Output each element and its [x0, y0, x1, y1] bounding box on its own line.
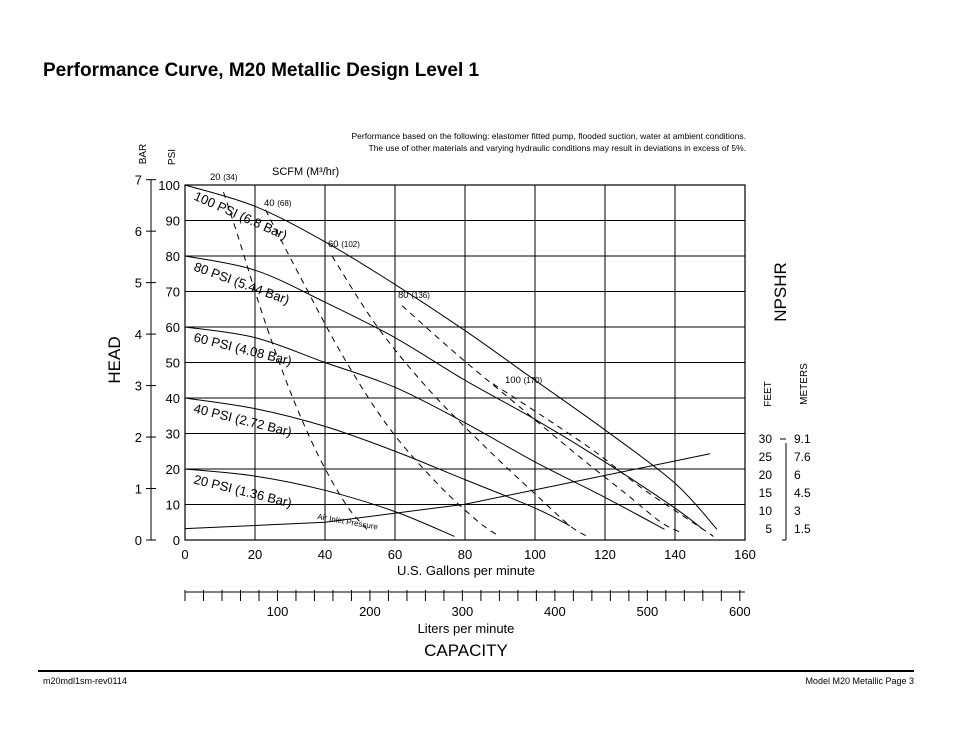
feet-label: FEET: [763, 381, 774, 407]
scfm-curve-label: 100 (170): [505, 375, 543, 386]
m3hr-value: (102): [341, 240, 360, 249]
npshr-curve: [184, 453, 711, 530]
chart-grid: [146, 179, 787, 601]
bar-tick-label: 4: [135, 327, 142, 342]
chart-note-line-2: The use of other materials and varying h…: [369, 143, 747, 153]
x-tick-label: 160: [734, 547, 756, 562]
x2-axis-label: Liters per minute: [418, 621, 515, 636]
scfm-curve-label: 20 (34): [210, 172, 238, 183]
npshr-feet-label: 15: [759, 486, 773, 500]
liters-tick-label: 300: [452, 604, 474, 619]
x-tick-label: 140: [664, 547, 686, 562]
x-tick-label: 80: [458, 547, 472, 562]
footer-doc-id: m20mdl1sm-rev0114: [43, 676, 127, 686]
npshr-feet-label: 30: [759, 432, 773, 446]
psi-tick-label: 10: [166, 498, 180, 513]
scfm-value: 100: [505, 375, 524, 386]
psi-tick-label: 50: [166, 356, 180, 371]
scfm-label: SCFM (M³/hr): [272, 166, 339, 178]
scfm-value: 40: [264, 198, 277, 209]
chart-labels: 0 20 40 60 80 100 120 140 1600102030405060708090…: [135, 172, 811, 619]
pressure-curve: [184, 255, 704, 530]
psi-tick-label: 80: [166, 249, 180, 264]
npshr-meters-label: 3: [794, 504, 801, 518]
scfm-curve: [401, 305, 683, 534]
liters-tick-label: 400: [544, 604, 566, 619]
scfm-curve-label: 80 (136): [398, 290, 430, 301]
m3hr-value: (170): [524, 376, 543, 385]
footer-page-label: Model M20 Metallic Page 3: [805, 676, 914, 686]
npshr-feet-label: 10: [759, 504, 773, 518]
psi-tick-label: 30: [166, 427, 180, 442]
pressure-curve: [184, 468, 455, 537]
scfm-value: 80: [398, 290, 411, 301]
pressure-curve: [184, 184, 718, 530]
bar-tick-label: 6: [135, 224, 142, 239]
m3hr-value: (34): [223, 173, 238, 182]
psi-tick-label: 60: [166, 320, 180, 335]
liters-tick-label: 200: [359, 604, 381, 619]
psi-tick-label: 70: [166, 285, 180, 300]
bar-label: BAR: [138, 144, 149, 165]
head-label: HEAD: [105, 336, 124, 383]
psi-tick-label: 100: [158, 178, 180, 193]
scfm-curve: [223, 191, 368, 530]
m3hr-value: (68): [277, 199, 292, 208]
footer-divider: [38, 670, 914, 672]
liters-tick-label: 600: [729, 604, 751, 619]
x-tick-label: 60: [388, 547, 402, 562]
x-tick-label: 100: [524, 547, 546, 562]
x-tick-label: 40: [318, 547, 332, 562]
psi-tick-label: 0: [173, 533, 180, 548]
psi-tick-label: 90: [166, 214, 180, 229]
psi-label: PSI: [167, 149, 178, 165]
bar-tick-label: 0: [135, 533, 142, 548]
x-tick-label: 120: [594, 547, 616, 562]
bar-tick-label: 1: [135, 482, 142, 497]
scfm-value: 20: [210, 172, 223, 183]
x-tick-label: 20: [248, 547, 262, 562]
x-tick-label: 0: [181, 547, 188, 562]
scfm-curve: [492, 383, 714, 537]
scfm-curve-label: 40 (68): [264, 198, 292, 209]
npshr-feet-label: 5: [765, 522, 772, 536]
bar-tick-label: 7: [135, 173, 142, 188]
liters-tick-label: 100: [267, 604, 289, 619]
psi-tick-label: 20: [166, 462, 180, 477]
npshr-meters-label: 9.1: [794, 432, 811, 446]
npshr-meters-label: 4.5: [794, 486, 811, 500]
pressure-curve: [184, 397, 571, 527]
m3hr-value: (136): [411, 291, 430, 300]
pressure-curve: [184, 326, 665, 530]
psi-tick-label: 40: [166, 391, 180, 406]
npshr-feet-label: 20: [759, 468, 773, 482]
scfm-curve: [331, 255, 588, 537]
npshr-feet-label: 25: [759, 450, 773, 464]
liters-tick-label: 500: [636, 604, 658, 619]
npshr-meters-label: 7.6: [794, 450, 811, 464]
chart-note-line-1: Performance based on the following: elas…: [351, 131, 746, 141]
bar-tick-label: 2: [135, 430, 142, 445]
air-inlet-label: Air Inlet Pressure: [317, 512, 380, 532]
bar-tick-label: 5: [135, 276, 142, 291]
chart-series: [184, 184, 718, 537]
meters-label: METERS: [799, 363, 810, 405]
page-title: Performance Curve, M20 Metallic Design L…: [43, 60, 480, 81]
scfm-value: 60: [328, 239, 341, 250]
bar-tick-label: 3: [135, 379, 142, 394]
npshr-meters-label: 6: [794, 468, 801, 482]
x-axis-label: U.S. Gallons per minute: [397, 563, 535, 578]
scfm-curve-label: 60 (102): [328, 239, 360, 250]
npshr-label: NPSHR: [771, 262, 790, 322]
capacity-label: CAPACITY: [424, 641, 508, 660]
npshr-meters-label: 1.5: [794, 522, 811, 536]
